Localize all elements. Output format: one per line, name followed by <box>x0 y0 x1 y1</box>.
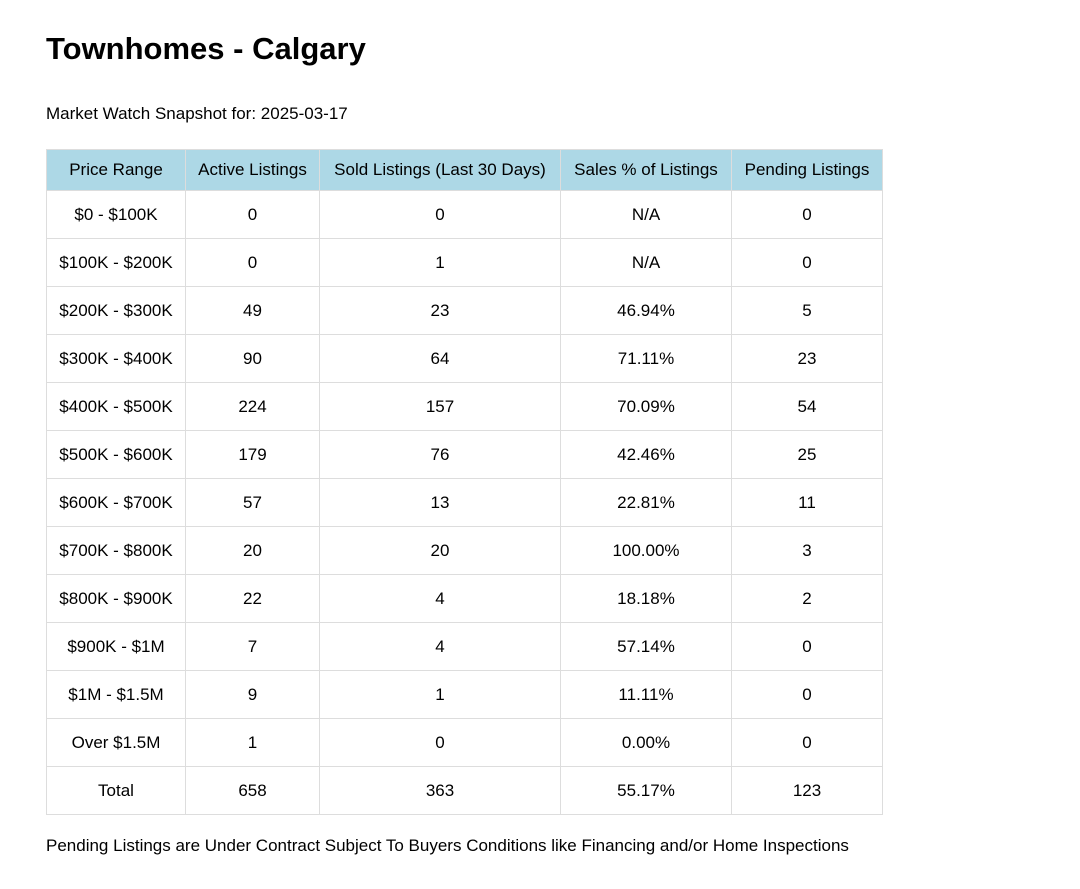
footnote: Pending Listings are Under Contract Subj… <box>46 836 849 855</box>
pending-listings-cell: 0 <box>731 190 883 239</box>
price-range-cell: $600K - $700K <box>46 478 186 527</box>
price-range-table: Price Range Active Listings Sold Listing… <box>46 149 883 815</box>
pending-listings-cell: 5 <box>731 286 883 335</box>
table-row: Over $1.5M 1 0 0.00% 0 <box>46 718 883 767</box>
sold-listings-cell: 0 <box>319 190 561 239</box>
sold-listings-cell: 76 <box>319 430 561 479</box>
table-row: $300K - $400K 90 64 71.11% 23 <box>46 334 883 383</box>
sold-listings-cell: 0 <box>319 718 561 767</box>
pending-listings-cell: 3 <box>731 526 883 575</box>
pending-listings-cell: 25 <box>731 430 883 479</box>
price-range-cell: Over $1.5M <box>46 718 186 767</box>
pending-listings-cell: 0 <box>731 622 883 671</box>
table-row: $600K - $700K 57 13 22.81% 11 <box>46 478 883 527</box>
sales-percent-cell: 55.17% <box>560 766 732 815</box>
table-row: $1M - $1.5M 9 1 11.11% 0 <box>46 670 883 719</box>
pending-listings-cell: 54 <box>731 382 883 431</box>
sales-percent-cell: 46.94% <box>560 286 732 335</box>
active-listings-cell: 224 <box>185 382 320 431</box>
active-listings-cell: 7 <box>185 622 320 671</box>
sold-listings-cell: 1 <box>319 670 561 719</box>
sold-listings-cell: 1 <box>319 238 561 287</box>
header-pending-listings: Pending Listings <box>731 149 883 191</box>
active-listings-cell: 179 <box>185 430 320 479</box>
table-row: $700K - $800K 20 20 100.00% 3 <box>46 526 883 575</box>
sold-listings-cell: 13 <box>319 478 561 527</box>
price-range-cell: $900K - $1M <box>46 622 186 671</box>
sales-percent-cell: 57.14% <box>560 622 732 671</box>
active-listings-cell: 1 <box>185 718 320 767</box>
sales-percent-cell: N/A <box>560 238 732 287</box>
sales-percent-cell: 18.18% <box>560 574 732 623</box>
price-range-cell: $0 - $100K <box>46 190 186 239</box>
active-listings-cell: 0 <box>185 190 320 239</box>
price-range-cell: $200K - $300K <box>46 286 186 335</box>
table-row: $800K - $900K 22 4 18.18% 2 <box>46 574 883 623</box>
sales-percent-cell: 22.81% <box>560 478 732 527</box>
sold-listings-cell: 20 <box>319 526 561 575</box>
active-listings-cell: 20 <box>185 526 320 575</box>
active-listings-cell: 0 <box>185 238 320 287</box>
table-row: $0 - $100K 0 0 N/A 0 <box>46 190 883 239</box>
active-listings-cell: 90 <box>185 334 320 383</box>
sold-listings-cell: 363 <box>319 766 561 815</box>
table-row: $200K - $300K 49 23 46.94% 5 <box>46 286 883 335</box>
price-range-cell: $300K - $400K <box>46 334 186 383</box>
page-title: Townhomes - Calgary <box>46 31 366 66</box>
pending-listings-cell: 11 <box>731 478 883 527</box>
active-listings-cell: 9 <box>185 670 320 719</box>
pending-listings-cell: 123 <box>731 766 883 815</box>
table-row: $100K - $200K 0 1 N/A 0 <box>46 238 883 287</box>
pending-listings-cell: 0 <box>731 238 883 287</box>
price-range-cell: $100K - $200K <box>46 238 186 287</box>
price-range-cell: $700K - $800K <box>46 526 186 575</box>
active-listings-cell: 57 <box>185 478 320 527</box>
table-body: $0 - $100K 0 0 N/A 0 $100K - $200K 0 1 N/A 0 $200K… <box>46 190 883 815</box>
active-listings-cell: 658 <box>185 766 320 815</box>
sold-listings-cell: 23 <box>319 286 561 335</box>
active-listings-cell: 22 <box>185 574 320 623</box>
sales-percent-cell: N/A <box>560 190 732 239</box>
price-range-cell: $1M - $1.5M <box>46 670 186 719</box>
sales-percent-cell: 0.00% <box>560 718 732 767</box>
sales-percent-cell: 71.11% <box>560 334 732 383</box>
sold-listings-cell: 4 <box>319 622 561 671</box>
price-range-cell: Total <box>46 766 186 815</box>
sales-percent-cell: 42.46% <box>560 430 732 479</box>
pending-listings-cell: 2 <box>731 574 883 623</box>
header-row: Price Range Active Listings Sold Listing… <box>46 149 883 191</box>
table-row: $400K - $500K 224 157 70.09% 54 <box>46 382 883 431</box>
price-range-cell: $400K - $500K <box>46 382 186 431</box>
table-row: $500K - $600K 179 76 42.46% 25 <box>46 430 883 479</box>
price-range-cell: $800K - $900K <box>46 574 186 623</box>
sales-percent-cell: 100.00% <box>560 526 732 575</box>
pending-listings-cell: 0 <box>731 718 883 767</box>
pending-listings-cell: 23 <box>731 334 883 383</box>
active-listings-cell: 49 <box>185 286 320 335</box>
table-row: $900K - $1M 7 4 57.14% 0 <box>46 622 883 671</box>
snapshot-date: Market Watch Snapshot for: 2025-03-17 <box>46 104 348 123</box>
price-range-cell: $500K - $600K <box>46 430 186 479</box>
table-header: Price Range Active Listings Sold Listing… <box>46 149 883 191</box>
header-price-range: Price Range <box>46 149 186 191</box>
sold-listings-cell: 157 <box>319 382 561 431</box>
sales-percent-cell: 70.09% <box>560 382 732 431</box>
sales-percent-cell: 11.11% <box>560 670 732 719</box>
header-active-listings: Active Listings <box>185 149 320 191</box>
sold-listings-cell: 4 <box>319 574 561 623</box>
total-row: Total 658 363 55.17% 123 <box>46 766 883 815</box>
sold-listings-cell: 64 <box>319 334 561 383</box>
pending-listings-cell: 0 <box>731 670 883 719</box>
header-sold-listings: Sold Listings (Last 30 Days) <box>319 149 561 191</box>
header-sales-percent: Sales % of Listings <box>560 149 732 191</box>
